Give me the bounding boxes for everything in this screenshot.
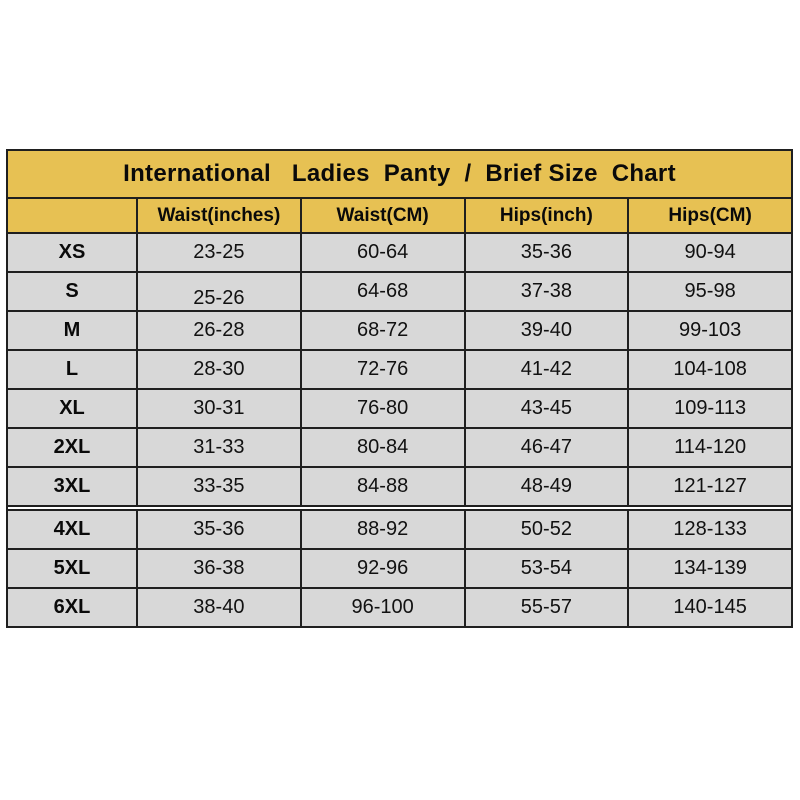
table-row-xs: XS 23-25 60-64 35-36 90-94 [8,232,791,271]
cell-hips-inch: 43-45 [463,390,628,427]
column-header-hips-cm: Hips(CM) [627,199,791,232]
cell-hips-inch: 46-47 [463,429,628,466]
table-row-5xl: 5XL 36-38 92-96 53-54 134-139 [8,548,791,587]
cell-hips-cm: 95-98 [627,273,791,310]
cell-waist-inches: 30-31 [136,390,300,427]
cell-hips-inch: 55-57 [463,589,628,626]
column-header-hips-inch: Hips(inch) [463,199,628,232]
table-row-s: S 25-26 64-68 37-38 95-98 [8,271,791,310]
cell-hips-cm: 140-145 [627,589,791,626]
cell-waist-cm: 80-84 [299,429,464,466]
cell-waist-inches: 31-33 [136,429,300,466]
cell-hips-cm: 114-120 [627,429,791,466]
table-header-row: Waist(inches) Waist(CM) Hips(inch) Hips(… [8,199,791,232]
size-label: M [63,319,81,341]
cell-hips-inch: 50-52 [463,511,628,548]
cell-waist-cm: 60-64 [299,234,464,271]
column-header-size [8,199,136,232]
cell-waist-cm: 96-100 [299,589,464,626]
cell-hips-inch: 48-49 [463,468,628,505]
cell-text: 25-26 [193,287,245,309]
cell-hips-cm: 134-139 [627,550,791,587]
cell-waist-cm: 88-92 [299,511,464,548]
cell-hips-inch: 37-38 [463,273,628,310]
size-label: 3XL [53,475,91,497]
size-label: S [65,280,79,302]
thick-divider [8,505,791,509]
size-chart-table: International Ladies Panty / Brief Size … [6,149,793,628]
cell-waist-cm: 84-88 [299,468,464,505]
cell-hips-cm: 128-133 [627,511,791,548]
cell-hips-inch: 41-42 [463,351,628,388]
cell-waist-inches: 25-26 [136,273,300,310]
column-header-waist-cm: Waist(CM) [299,199,464,232]
size-label: L [65,358,79,380]
cell-hips-inch: 53-54 [463,550,628,587]
cell-waist-cm: 76-80 [299,390,464,427]
cell-waist-inches: 38-40 [136,589,300,626]
cell-waist-cm: 72-76 [299,351,464,388]
cell-hips-cm: 109-113 [627,390,791,427]
cell-hips-inch: 39-40 [463,312,628,349]
cell-waist-cm: 92-96 [299,550,464,587]
size-label: XL [59,397,85,419]
size-label: 4XL [53,518,91,540]
table-row-xl: XL 30-31 76-80 43-45 109-113 [8,388,791,427]
size-label: XS [58,241,86,263]
size-label: 5XL [53,557,91,579]
cell-waist-cm: 68-72 [299,312,464,349]
cell-waist-inches: 33-35 [136,468,300,505]
table-row-3xl: 3XL 33-35 84-88 48-49 121-127 [8,466,791,505]
cell-hips-cm: 121-127 [627,468,791,505]
size-label: 6XL [53,596,91,618]
table-row-6xl: 6XL 38-40 96-100 55-57 140-145 [8,587,791,626]
cell-waist-cm: 64-68 [299,273,464,310]
cell-hips-cm: 99-103 [627,312,791,349]
cell-waist-inches: 35-36 [136,511,300,548]
cell-waist-inches: 28-30 [136,351,300,388]
table-row-2xl: 2XL 31-33 80-84 46-47 114-120 [8,427,791,466]
size-label: 2XL [53,436,91,458]
table-row-m: M 26-28 68-72 39-40 99-103 [8,310,791,349]
column-header-waist-inches: Waist(inches) [136,199,300,232]
cell-hips-cm: 104-108 [627,351,791,388]
chart-title: International Ladies Panty / Brief Size … [8,151,791,199]
table-row-l: L 28-30 72-76 41-42 104-108 [8,349,791,388]
cell-waist-inches: 26-28 [136,312,300,349]
cell-waist-inches: 23-25 [136,234,300,271]
table-row-4xl: 4XL 35-36 88-92 50-52 128-133 [8,509,791,548]
cell-waist-inches: 36-38 [136,550,300,587]
cell-hips-inch: 35-36 [463,234,628,271]
cell-hips-cm: 90-94 [627,234,791,271]
